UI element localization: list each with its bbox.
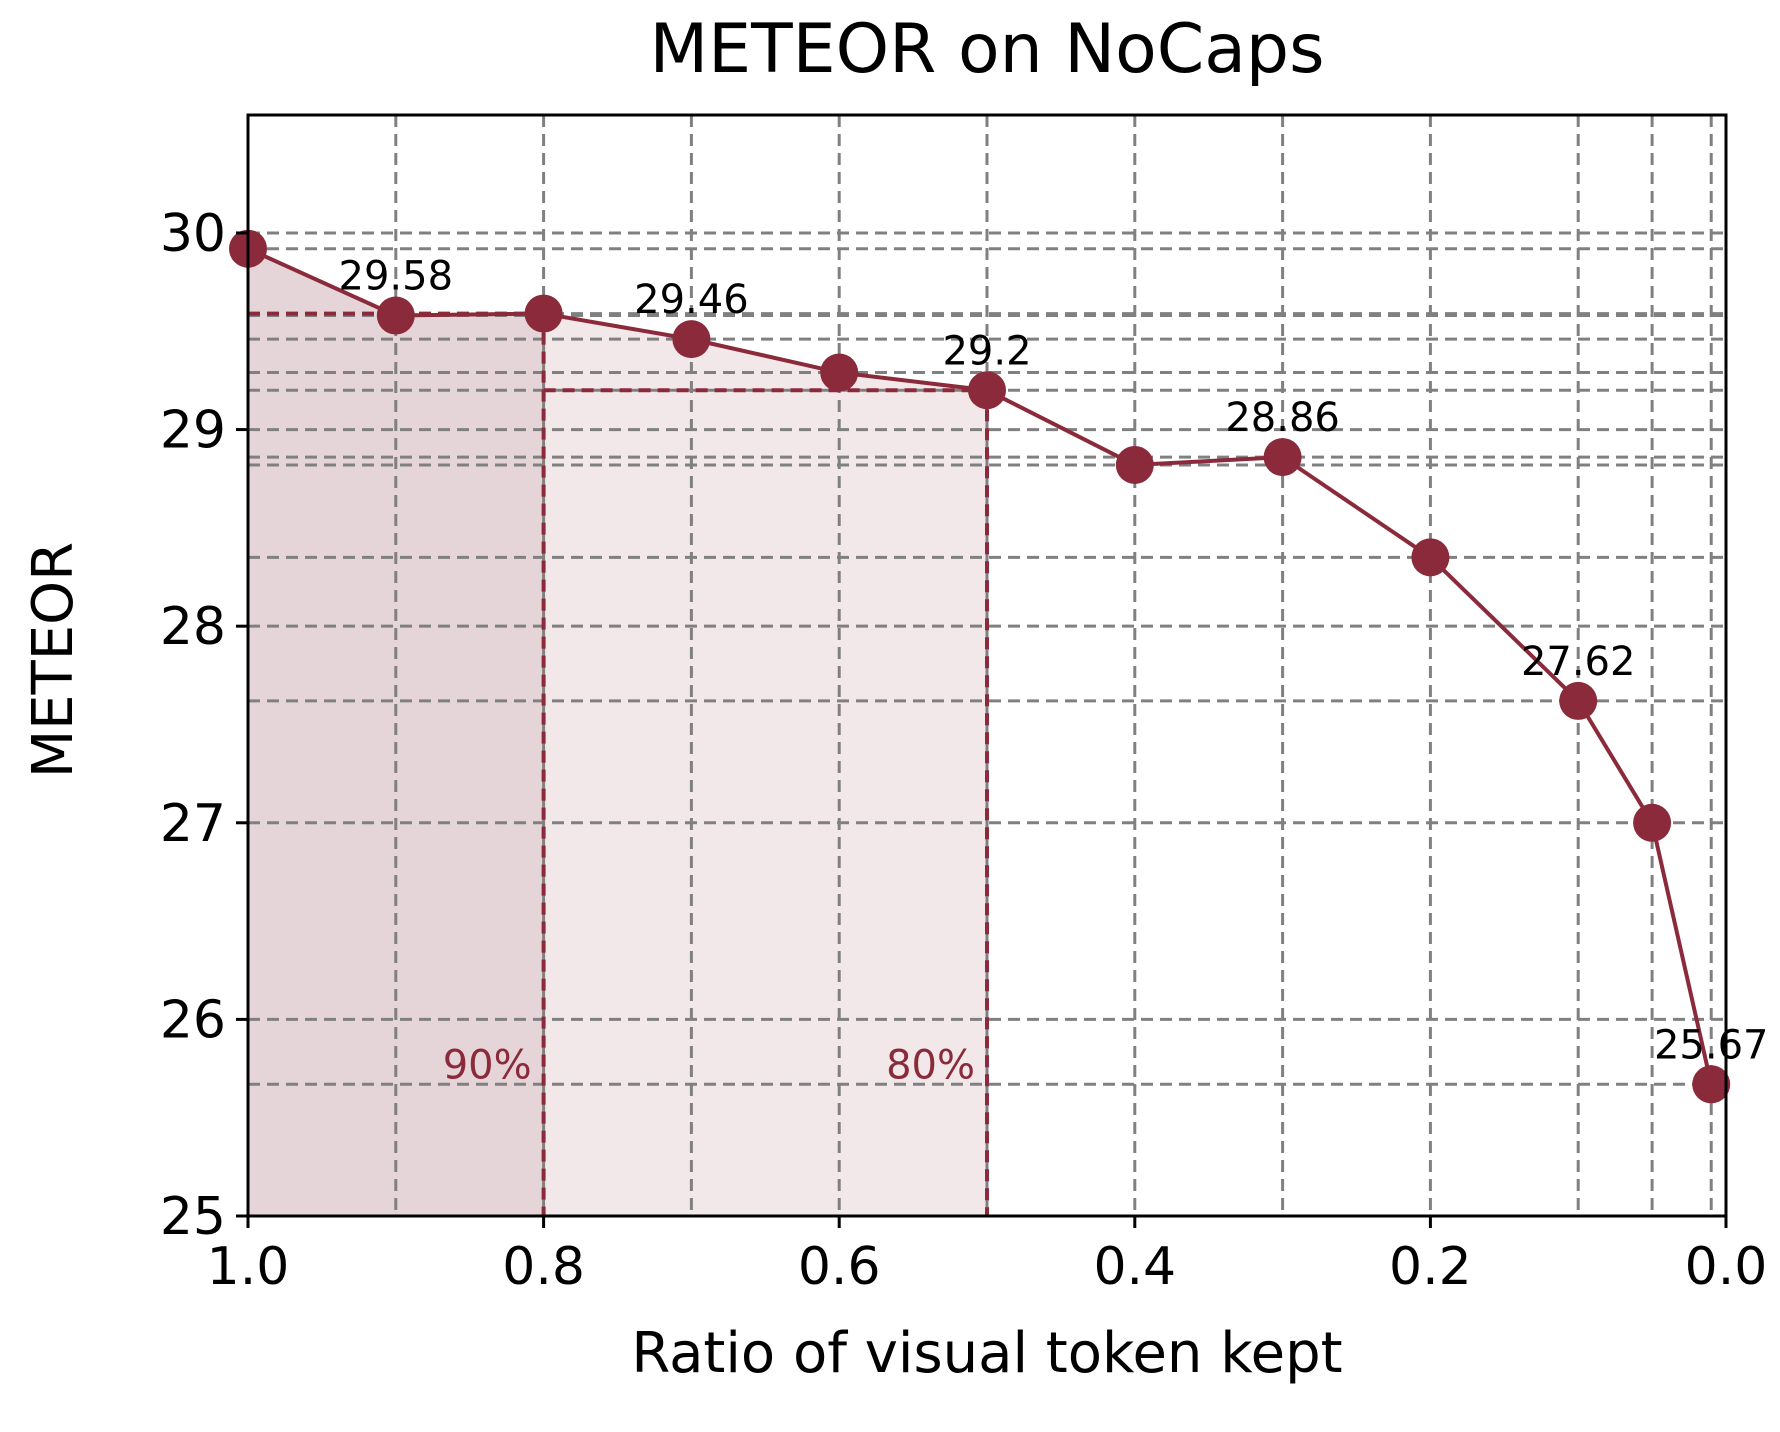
data-point <box>1692 1065 1731 1104</box>
y-tick-label: 25 <box>160 1187 226 1247</box>
x-tick-label: 0.6 <box>798 1237 881 1297</box>
data-label: 27.62 <box>1521 639 1636 685</box>
x-tick-label: 0.8 <box>502 1237 585 1297</box>
data-point <box>968 371 1006 410</box>
data-point <box>1263 438 1302 477</box>
data-label: 29.58 <box>339 254 454 300</box>
plot-frame <box>246 113 1728 1218</box>
data-point <box>1411 538 1450 577</box>
data-label: 28.86 <box>1225 395 1340 441</box>
y-tick-label: 30 <box>160 204 226 264</box>
y-tick-label: 29 <box>160 401 226 461</box>
data-point <box>820 353 859 392</box>
y-tick-label: 28 <box>160 597 226 657</box>
x-tick-label: 0.0 <box>1685 1237 1768 1297</box>
y-axis-label: METEOR <box>21 542 86 778</box>
data-point <box>524 294 563 333</box>
series-line <box>247 246 1714 1085</box>
x-tick-label: 0.4 <box>1093 1237 1176 1297</box>
threshold-lines: 90% 80% <box>248 311 989 1216</box>
data-label: 29.2 <box>942 328 1031 374</box>
y-tick-label: 27 <box>160 794 226 854</box>
data-labels: 29.58 29.46 29.2 28.86 27.62 25.67 <box>339 254 1769 1069</box>
x-tick-label: 1.0 <box>207 1237 290 1297</box>
threshold-label-2: 80% <box>886 1042 975 1088</box>
x-tick-label: 0.2 <box>1389 1237 1472 1297</box>
series-polyline <box>247 246 1714 1085</box>
threshold-label-1: 90% <box>443 1042 532 1088</box>
x-axis-label: Ratio of visual token kept <box>631 1321 1342 1386</box>
data-point <box>1559 681 1598 720</box>
data-point <box>376 296 415 335</box>
ticks: 1.0 0.8 0.6 0.4 0.2 0.0 25 26 27 28 29 30 <box>160 204 1768 1297</box>
data-points <box>229 229 1731 1104</box>
data-label: 25.67 <box>1654 1022 1769 1068</box>
threshold-fills <box>248 248 987 1216</box>
axes <box>246 113 1728 1218</box>
data-point <box>1633 803 1672 842</box>
data-label: 29.46 <box>634 277 749 323</box>
data-point <box>1115 445 1154 484</box>
threshold-fill-2 <box>543 313 987 1216</box>
data-point <box>672 320 711 359</box>
chart-title: METEOR on NoCaps <box>649 10 1324 89</box>
y-tick-label: 26 <box>160 990 226 1050</box>
